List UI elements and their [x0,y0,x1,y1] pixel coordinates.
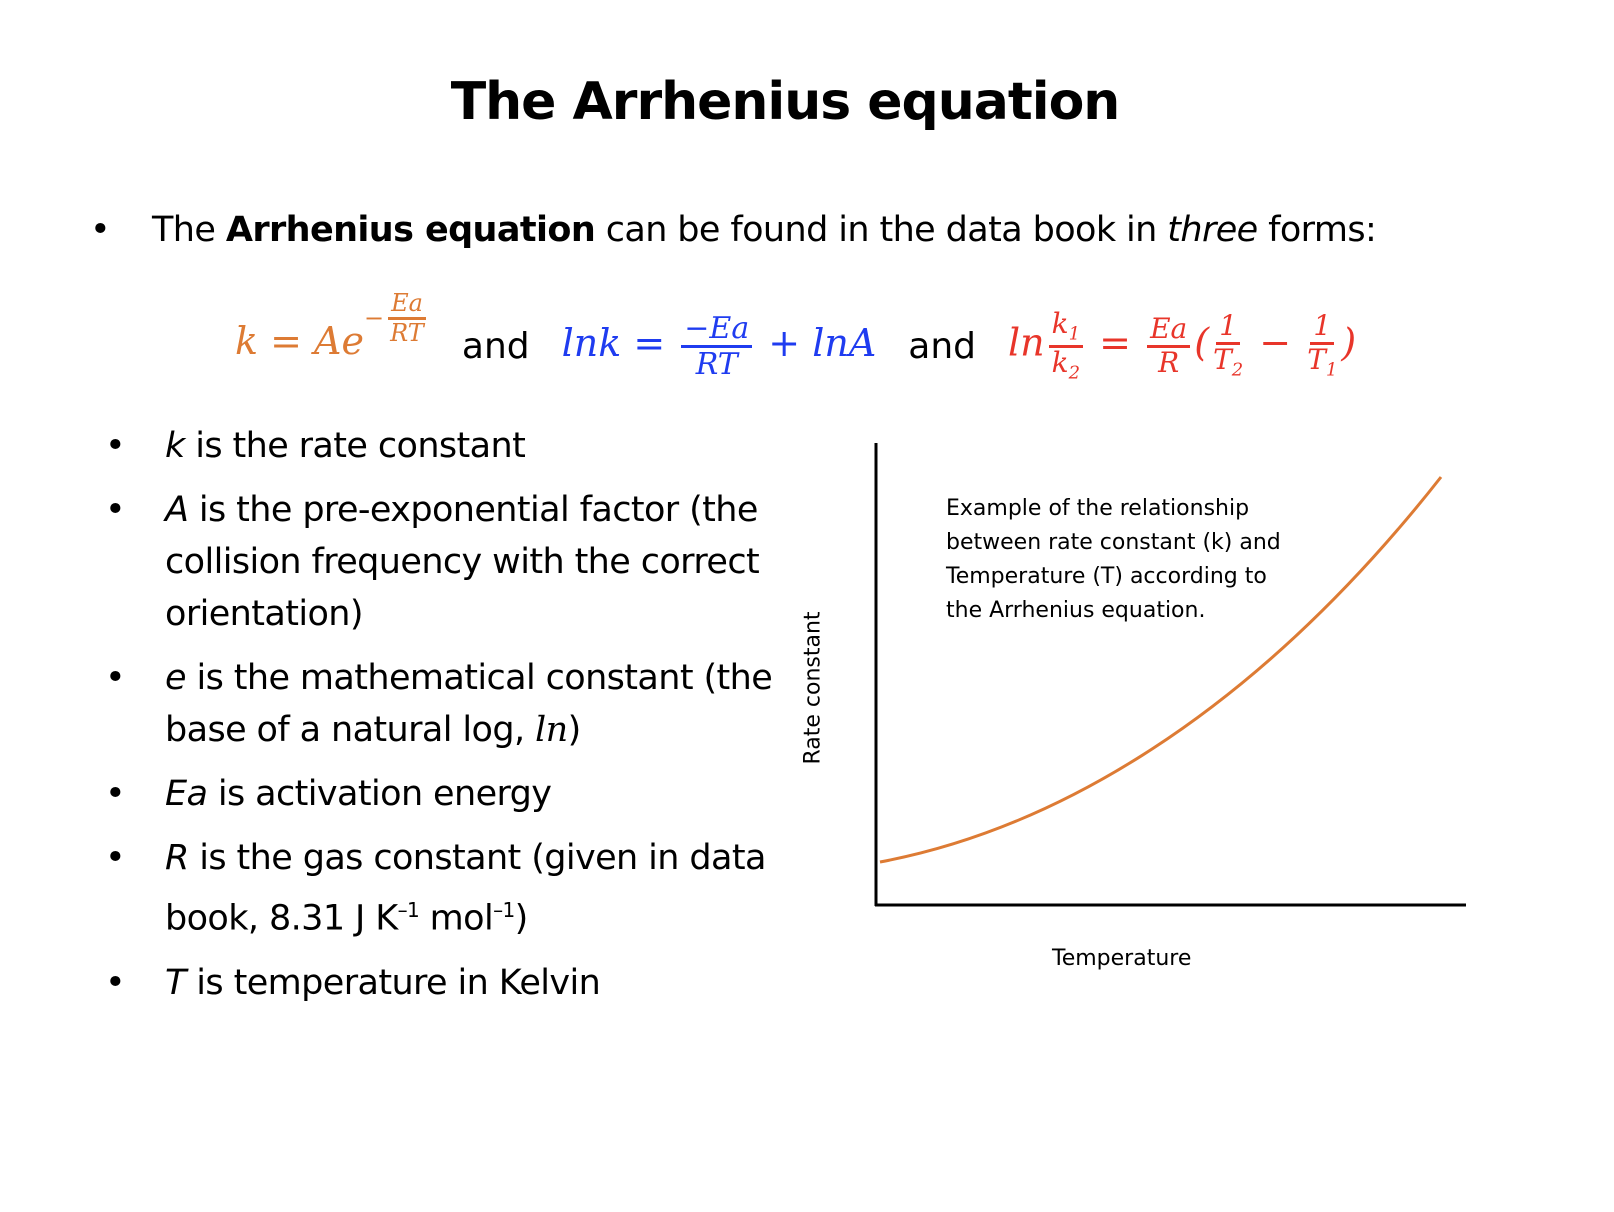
y-axis-label: Rate constant [800,611,826,765]
list-item: • T is temperature in Kelvin [105,962,601,1003]
eq1-den: RT [390,318,424,347]
eq2-lhs: lnk = [561,320,678,365]
slide-title: The Arrhenius equation [450,72,1121,132]
rate-constant-curve [879,476,1443,864]
eq1-exponent: − Ea RT [364,290,430,346]
eq3-inv-t2: 1 T2 [1213,309,1244,381]
eq3-paren: ( [1194,320,1210,365]
intro-bold: Arrhenius equation [225,210,596,250]
symbol: k [165,426,185,466]
eq1-lhs: k = Ae [235,319,364,363]
eq3-inv-t1: 1 T1 [1307,309,1338,381]
list-item: • k is the rate constant [105,426,526,466]
and-text: and [908,325,977,367]
chart-annotation: Example of the relationship between rate… [946,496,1281,623]
eq3-k2: k2 [1051,345,1081,384]
equation-log: lnk = −Ea RT + lnA [562,312,877,381]
definitions-list: • k is the rate constant • A is the pre-ex… [105,420,785,1021]
eq3-paren: ) [1341,320,1357,365]
eq2-num: −Ea [681,312,753,348]
and-text: and [461,325,530,367]
intro-text: forms: [1257,210,1377,250]
list-item: • R is the gas constant (given in data bo… [105,838,766,939]
intro-bullet: • The Arrhenius equation can be found in … [90,210,1377,250]
eq3-minus: − [1247,320,1304,365]
symbol: Ea [165,774,208,814]
equation-two-point: ln k1 k2 = Ea R(1 T2 − 1 T1) [1008,308,1357,384]
eq3-k1: k1 [1048,308,1084,348]
list-item: • A is the pre-exponential factor (the co… [105,490,760,634]
eq3-k-ratio: k1 k2 [1048,308,1084,384]
eq2-rhs: + lnA [756,320,877,365]
eq1-fraction: Ea RT [388,290,426,346]
eq1-num: Ea [388,290,426,320]
eq3-equals: = [1087,320,1144,365]
eq2-den: RT [695,346,738,382]
equation-exponential: k = Ae − Ea RT [235,290,430,374]
equations-row: k = Ae − Ea RT and lnk = −Ea RT + lnA and ln… [235,290,1357,396]
intro-text: The [152,210,226,250]
symbol: T [165,962,186,1003]
symbol: A [165,490,189,530]
eq3-ln: ln [1008,320,1045,365]
symbol: R [165,838,189,878]
list-item: • e is the mathematical constant (the bas… [105,658,773,750]
list-item: • Ea is activation energy [105,774,552,814]
symbol: e [165,658,187,698]
intro-text: can be found in the data book in [595,210,1168,250]
intro-italic: three [1167,210,1258,250]
x-axis-label: Temperature [1052,946,1192,971]
eq1-minus: − [363,304,385,332]
bullet: • [90,210,111,250]
eq2-fraction: −Ea RT [681,312,753,382]
eq3-ea-r: Ea R [1147,313,1191,379]
